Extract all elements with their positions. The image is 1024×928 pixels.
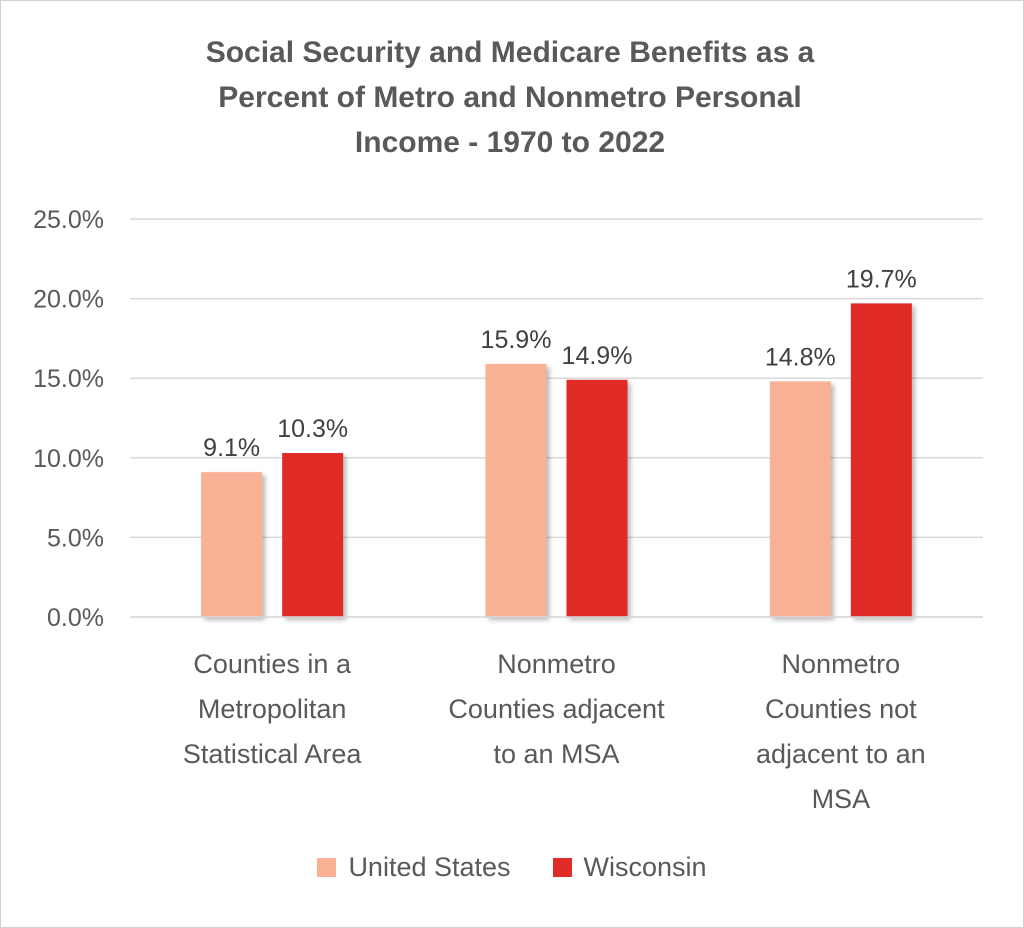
data-label: 10.3% [277, 415, 348, 443]
x-category-label: Statistical Area [183, 739, 363, 769]
x-category-label: to an MSA [493, 739, 619, 769]
bar [485, 363, 547, 617]
x-category-label: Counties in a [193, 649, 352, 679]
legend-item-united-states: United States [317, 852, 511, 883]
x-category-label: Nonmetro [782, 649, 901, 679]
x-category-label: Metropolitan [198, 694, 347, 724]
chart-title-line-3: Income - 1970 to 2022 [354, 126, 666, 159]
x-category-label: Nonmetro [497, 649, 616, 679]
y-tick-label: 25.0% [33, 206, 104, 234]
legend-label-united-states: United States [348, 852, 511, 882]
bar [201, 472, 263, 617]
bar [282, 453, 344, 617]
legend: United States Wisconsin [0, 852, 1024, 883]
data-label: 19.7% [846, 265, 917, 293]
chart-title: Social Security and Medicare Benefits as… [90, 30, 930, 165]
y-tick-label: 5.0% [47, 524, 104, 552]
legend-label-wisconsin: Wisconsin [583, 852, 707, 882]
x-category-label: Counties adjacent [448, 694, 665, 724]
y-tick-label: 0.0% [47, 604, 104, 632]
data-label: 15.9% [481, 326, 552, 354]
bar [566, 379, 628, 617]
bar [769, 381, 831, 617]
y-tick-label: 15.0% [33, 365, 104, 393]
y-axis: 0.0% 5.0% 10.0% 15.0% 20.0% 25.0% [33, 206, 104, 632]
bar [850, 303, 912, 617]
y-tick-label: 10.0% [33, 445, 104, 473]
legend-item-wisconsin: Wisconsin [552, 852, 707, 883]
bars: 9.1% 10.3% 15.9% 14.9% 14.8% 19.7% [201, 265, 917, 617]
chart-title-line-2: Percent of Metro and Nonmetro Personal [218, 81, 802, 114]
y-tick-label: 20.0% [33, 286, 104, 314]
x-axis: Counties in a Metropolitan Statistical Are… [130, 616, 983, 814]
chart-title-line-1: Social Security and Medicare Benefits as… [205, 36, 815, 69]
legend-swatch-wisconsin [552, 858, 572, 877]
data-label: 14.8% [765, 343, 836, 371]
x-category-label: adjacent to an [756, 739, 926, 769]
x-category-label: Counties not [765, 694, 917, 724]
legend-swatch-united-states [317, 858, 337, 877]
data-label: 9.1% [203, 434, 260, 462]
x-category-label: MSA [812, 784, 871, 814]
data-label: 14.9% [562, 342, 633, 370]
